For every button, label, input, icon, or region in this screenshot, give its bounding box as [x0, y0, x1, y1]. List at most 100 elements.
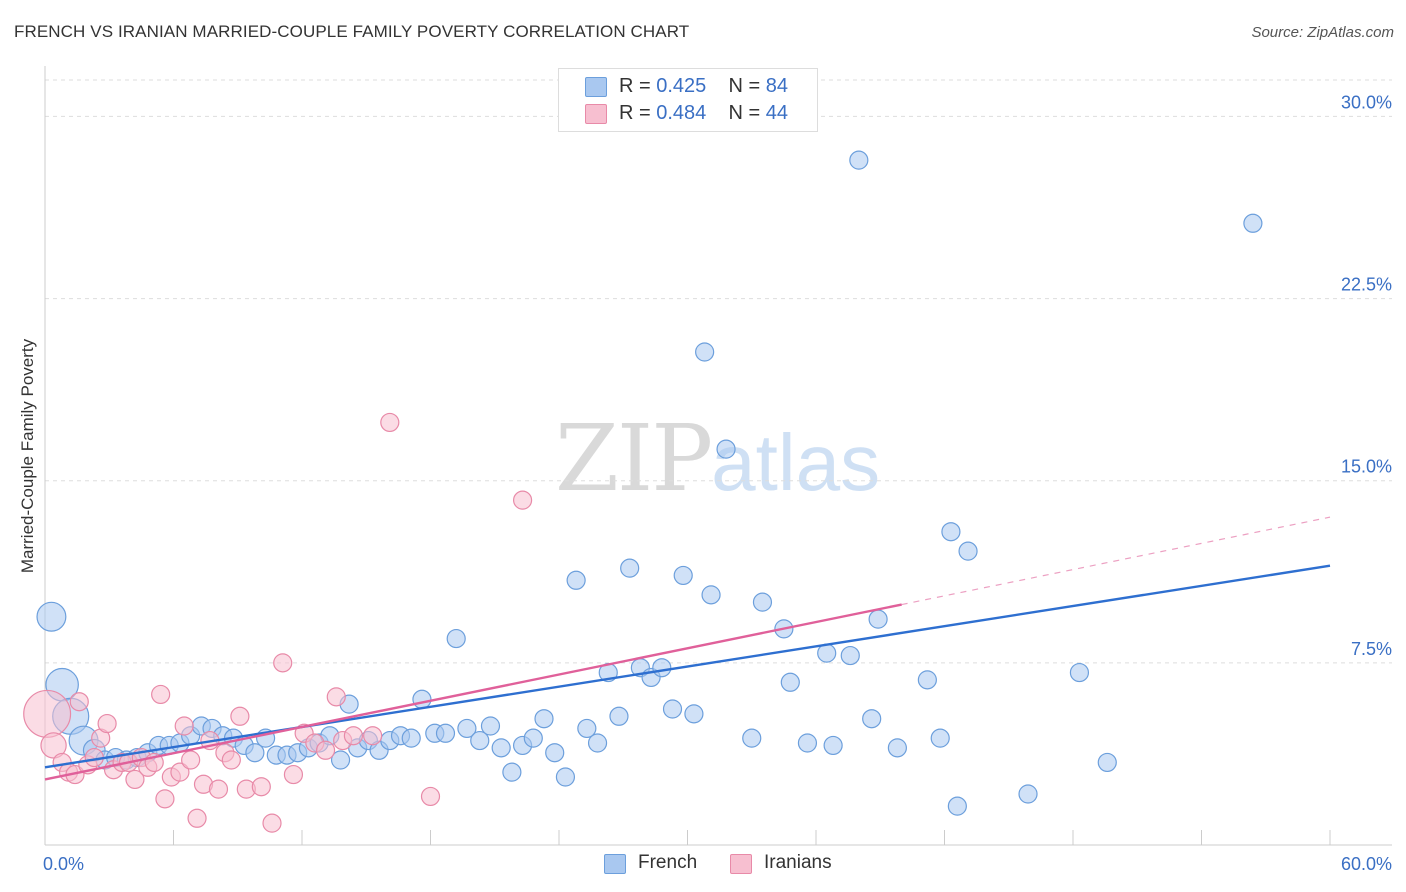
iranians-point: [69, 692, 89, 712]
iranians-trend-extension: [901, 516, 1331, 606]
french-point: [435, 723, 456, 743]
legend-text-french: R = 0.425 N = 84: [619, 75, 788, 98]
french-point: [652, 658, 672, 678]
french-point: [673, 565, 693, 586]
french-trend-line: [44, 564, 1331, 769]
french-point: [480, 716, 501, 736]
french-point: [958, 541, 978, 561]
iranians-point: [187, 808, 207, 828]
french-points: [36, 150, 1263, 816]
y-tick-label: 22.5%: [1341, 275, 1392, 295]
french-point: [491, 738, 511, 758]
french-point: [1018, 784, 1038, 804]
iranians-point: [251, 777, 271, 797]
french-point: [457, 718, 477, 739]
french-point: [752, 592, 773, 612]
french-point: [849, 150, 869, 170]
iranians-point: [170, 762, 190, 782]
bottom-legend-label-french: French: [638, 852, 698, 873]
french-point: [797, 733, 818, 753]
legend-swatch-french: [585, 77, 607, 97]
x-ticks: [173, 830, 1331, 845]
watermark-zip: ZIP: [555, 405, 713, 512]
iranians-point: [174, 716, 194, 736]
iranians-point: [125, 769, 145, 790]
bottom-legend-swatch-iranians: [730, 854, 752, 874]
iranians-point: [230, 706, 250, 726]
y-tick-label: 30.0%: [1341, 92, 1392, 112]
french-point: [412, 689, 432, 709]
iranians-point: [221, 750, 241, 770]
legend-swatch-iranians: [585, 104, 607, 124]
iranians-point: [155, 789, 175, 809]
x-tick-label: 60.0%: [1341, 854, 1392, 874]
iranians-point: [343, 726, 363, 746]
iranians-points: [23, 412, 533, 833]
legend-r-label-iranians: R =: [619, 102, 657, 124]
legend-n-label-french: N =: [728, 75, 766, 97]
iranians-point: [208, 779, 229, 799]
french-point: [245, 743, 265, 763]
french-point: [941, 522, 961, 542]
french-point: [587, 733, 608, 753]
french-point: [470, 730, 490, 751]
legend-r-value-iranians: 0.484: [656, 102, 707, 124]
french-point: [862, 709, 882, 729]
y-tick-label: 15.0%: [1341, 457, 1392, 477]
french-point: [523, 728, 543, 748]
french-point: [684, 704, 704, 724]
iranians-point: [283, 764, 304, 785]
french-point: [555, 767, 576, 787]
french-point: [695, 342, 715, 362]
french-point: [534, 709, 554, 729]
french-point: [840, 645, 860, 666]
french-point: [330, 750, 351, 770]
gridlines: [45, 79, 1392, 664]
iranians-point: [97, 713, 117, 734]
x-tick-label: 0.0%: [43, 854, 84, 874]
y-tick-label: 7.5%: [1351, 639, 1392, 659]
legend-n-value-iranians: 44: [765, 102, 789, 124]
french-point: [1069, 662, 1090, 683]
french-point: [1097, 752, 1117, 773]
iranians-point: [315, 740, 336, 760]
french-point: [868, 609, 888, 629]
chart-title: FRENCH VS IRANIAN MARRIED-COUPLE FAMILY …: [14, 22, 690, 41]
watermark-atlas: atlas: [711, 418, 881, 507]
iranians-point: [151, 684, 171, 705]
iranians-point: [326, 687, 346, 707]
french-point: [502, 762, 522, 782]
french-point: [566, 570, 586, 590]
french-point: [1243, 213, 1263, 233]
trend-lines: [44, 516, 1331, 781]
iranians-point: [380, 412, 400, 433]
legend-r-label-french: R =: [619, 75, 657, 97]
iranians-point: [420, 786, 441, 807]
legend-n-label-iranians: N =: [728, 102, 766, 124]
french-point: [823, 735, 843, 756]
french-point: [887, 738, 907, 758]
french-point: [446, 628, 466, 649]
french-point: [716, 439, 736, 459]
legend-n-value-french: 84: [765, 75, 789, 97]
french-point: [577, 718, 597, 739]
french-point: [701, 585, 721, 605]
bottom-legend-label-iranians: Iranians: [764, 852, 832, 873]
french-point: [609, 706, 629, 726]
french-point: [947, 796, 967, 816]
french-point: [620, 558, 640, 578]
iranians-point: [512, 490, 533, 510]
french-point: [662, 699, 683, 719]
iranians-point: [363, 726, 383, 746]
iranians-point: [273, 653, 293, 673]
x-tick-labels: 0.0% 60.0%: [43, 854, 1392, 874]
iranians-point: [262, 813, 282, 833]
french-point: [780, 672, 800, 692]
french-point: [545, 743, 565, 763]
french-point: [917, 670, 937, 690]
bottom-legend-swatch-french: [604, 854, 626, 874]
axes: [44, 66, 1392, 846]
iranians-point: [40, 732, 67, 759]
source-label: Source: ZipAtlas.com: [1251, 24, 1394, 41]
